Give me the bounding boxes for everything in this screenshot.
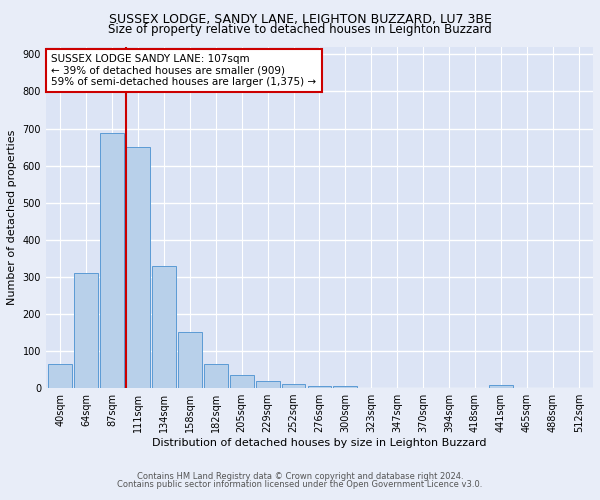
Bar	[178, 332, 202, 388]
Bar	[152, 266, 176, 388]
Text: SUSSEX LODGE, SANDY LANE, LEIGHTON BUZZARD, LU7 3BE: SUSSEX LODGE, SANDY LANE, LEIGHTON BUZZA…	[109, 12, 491, 26]
Bar	[204, 364, 227, 388]
Bar	[100, 133, 124, 388]
Text: Size of property relative to detached houses in Leighton Buzzard: Size of property relative to detached ho…	[108, 22, 492, 36]
Text: Contains public sector information licensed under the Open Government Licence v3: Contains public sector information licen…	[118, 480, 482, 489]
Bar	[281, 384, 305, 388]
Bar	[334, 386, 358, 388]
Bar	[48, 364, 72, 388]
X-axis label: Distribution of detached houses by size in Leighton Buzzard: Distribution of detached houses by size …	[152, 438, 487, 448]
Bar	[230, 375, 254, 388]
Bar	[489, 385, 513, 388]
Bar	[256, 380, 280, 388]
Text: SUSSEX LODGE SANDY LANE: 107sqm
← 39% of detached houses are smaller (909)
59% o: SUSSEX LODGE SANDY LANE: 107sqm ← 39% of…	[52, 54, 316, 87]
Y-axis label: Number of detached properties: Number of detached properties	[7, 130, 17, 305]
Bar	[74, 273, 98, 388]
Bar	[126, 147, 150, 388]
Bar	[308, 386, 331, 388]
Text: Contains HM Land Registry data © Crown copyright and database right 2024.: Contains HM Land Registry data © Crown c…	[137, 472, 463, 481]
